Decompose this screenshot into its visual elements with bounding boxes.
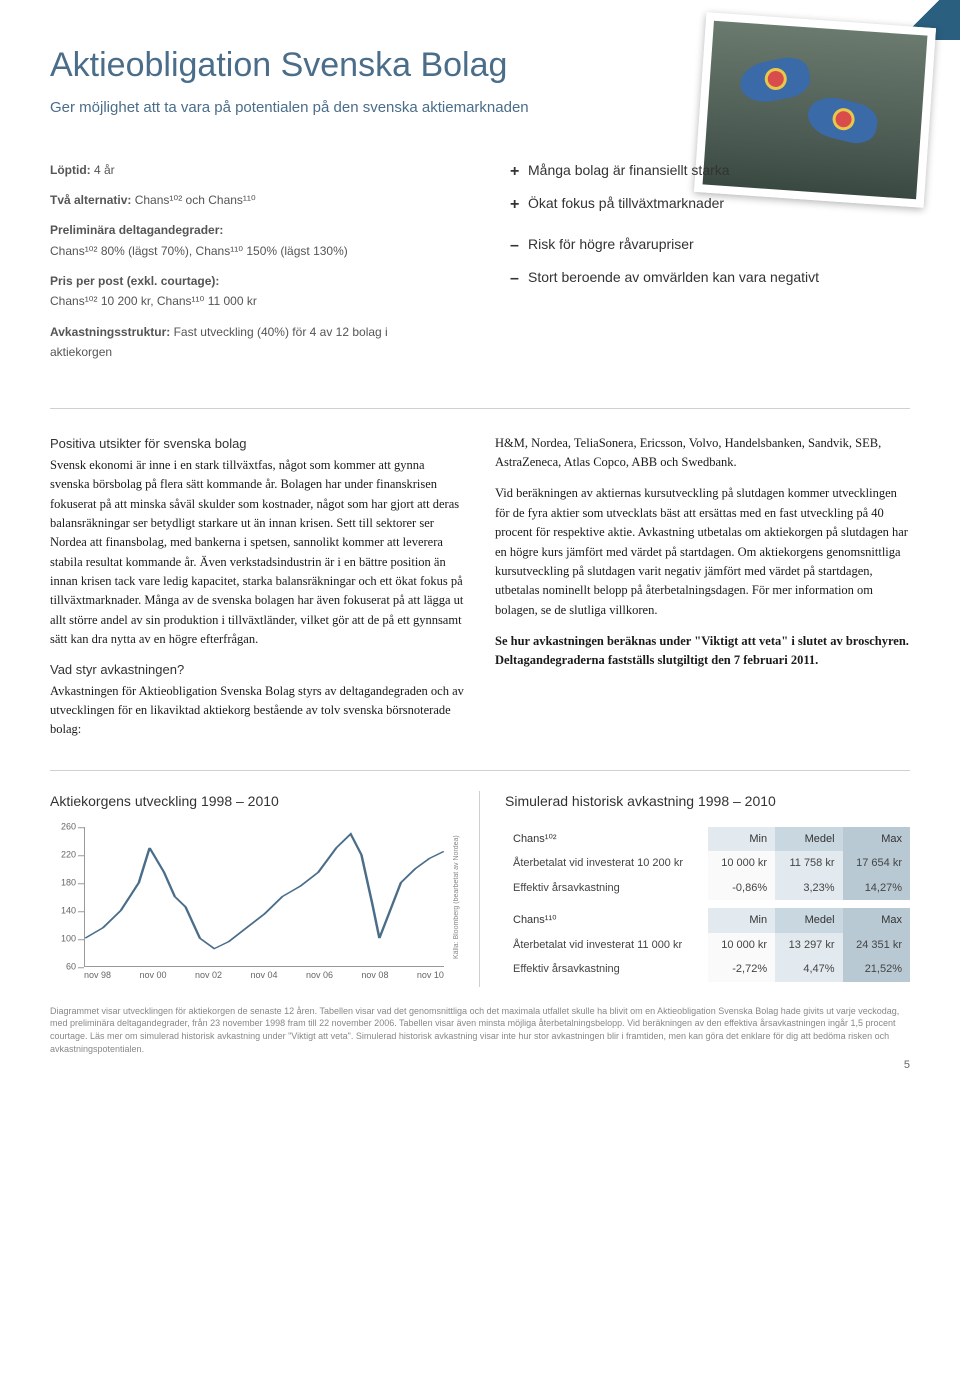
cell: 4,47% <box>775 957 842 982</box>
body-heading: Vad styr avkastningen? <box>50 660 465 680</box>
plus-icon: + <box>510 160 519 184</box>
cell: 17 654 kr <box>843 851 910 876</box>
chart-source: Källa: Bloomberg (bearbetat av Nordea) <box>452 827 466 967</box>
body-bold-para: Se hur avkastningen beräknas under "Vikt… <box>495 632 910 671</box>
col-header-max: Max <box>843 908 910 933</box>
cell: 14,27% <box>843 876 910 901</box>
page-number: 5 <box>904 1057 910 1074</box>
cell: 21,52% <box>843 957 910 982</box>
cell: 11 758 kr <box>775 851 842 876</box>
cell: 3,23% <box>775 876 842 901</box>
footnote: Diagrammet visar utvecklingen för aktiek… <box>50 1005 910 1055</box>
avkast-label: Avkastningsstruktur: <box>50 325 170 339</box>
minus-item: –Stort beroende av omvärlden kan vara ne… <box>510 267 910 288</box>
minus-icon: – <box>510 234 519 258</box>
row-label: Effektiv årsavkastning <box>505 876 708 901</box>
plot-area <box>84 827 444 967</box>
table-section: Simulerad historisk avkastning 1998 – 20… <box>480 791 910 987</box>
cell: 10 000 kr <box>708 851 775 876</box>
minus-text: Risk för högre råvarupriser <box>528 236 694 252</box>
line-chart-section: Aktiekorgens utveckling 1998 – 2010 6010… <box>50 791 480 987</box>
plus-item: + Ökat fokus på tillväxtmarknader <box>510 193 910 214</box>
col-header-min: Min <box>708 908 775 933</box>
y-axis: 60100140180220260 <box>50 827 80 967</box>
group-label: Chans¹⁰² <box>505 827 708 852</box>
cell: -2,72% <box>708 957 775 982</box>
returns-table: Chans¹⁰² Min Medel Max Återbetalat vid i… <box>505 827 910 982</box>
body-para: Avkastningen för Aktieobligation Svenska… <box>50 682 465 740</box>
row-label: Återbetalat vid investerat 11 000 kr <box>505 933 708 958</box>
minus-item: –Risk för högre råvarupriser <box>510 234 910 255</box>
col-header-medel: Medel <box>775 827 842 852</box>
cell: 13 297 kr <box>775 933 842 958</box>
minus-icon: – <box>510 267 519 291</box>
loptid-value: 4 år <box>94 163 115 177</box>
body-para: Vid beräkningen av aktiernas kursutveckl… <box>495 484 910 620</box>
plus-icon: + <box>510 193 519 217</box>
minus-text: Stort beroende av omvärlden kan vara neg… <box>528 269 819 285</box>
body-col-right: H&M, Nordea, TeliaSonera, Ericsson, Volv… <box>495 434 910 740</box>
chart-title: Aktiekorgens utveckling 1998 – 2010 <box>50 791 464 812</box>
alternativ-value: Chans¹⁰² och Chans¹¹⁰ <box>135 193 256 207</box>
col-header-min: Min <box>708 827 775 852</box>
chart-box: 60100140180220260 nov 98nov 00nov 02nov … <box>50 827 464 987</box>
table-title: Simulerad historisk avkastning 1998 – 20… <box>505 791 910 812</box>
plus-text: Många bolag är finansiellt starka <box>528 162 730 178</box>
cell: 10 000 kr <box>708 933 775 958</box>
body-para: H&M, Nordea, TeliaSonera, Ericsson, Volv… <box>495 434 910 473</box>
plus-text: Ökat fokus på tillväxtmarknader <box>528 195 724 211</box>
pris-value: Chans¹⁰² 10 200 kr, Chans¹¹⁰ 11 000 kr <box>50 294 257 308</box>
chart-svg <box>85 827 444 966</box>
row-label: Återbetalat vid investerat 10 200 kr <box>505 851 708 876</box>
body-text: Positiva utsikter för svenska bolag Sven… <box>50 408 910 740</box>
body-para: Svensk ekonomi är inne i en stark tillvä… <box>50 456 465 650</box>
plus-item: + Många bolag är finansiellt starka <box>510 160 910 181</box>
cell: -0,86% <box>708 876 775 901</box>
alternativ-label: Två alternativ: <box>50 193 131 207</box>
body-heading: Positiva utsikter för svenska bolag <box>50 434 465 454</box>
product-details: Löptid: 4 år Två alternativ: Chans¹⁰² oc… <box>50 160 450 373</box>
deltagande-value: Chans¹⁰² 80% (lägst 70%), Chans¹¹⁰ 150% … <box>50 244 348 258</box>
col-header-medel: Medel <box>775 908 842 933</box>
body-col-left: Positiva utsikter för svenska bolag Sven… <box>50 434 465 740</box>
col-header-max: Max <box>843 827 910 852</box>
charts-row: Aktiekorgens utveckling 1998 – 2010 6010… <box>50 770 910 987</box>
cell: 24 351 kr <box>843 933 910 958</box>
loptid-label: Löptid: <box>50 163 91 177</box>
deltagande-label: Preliminära deltagandegrader: <box>50 223 223 237</box>
pris-label: Pris per post (exkl. courtage): <box>50 274 219 288</box>
x-axis-labels: nov 98nov 00nov 02nov 04nov 06nov 08nov … <box>84 969 444 987</box>
row-label: Effektiv årsavkastning <box>505 957 708 982</box>
group-label: Chans¹¹⁰ <box>505 908 708 933</box>
